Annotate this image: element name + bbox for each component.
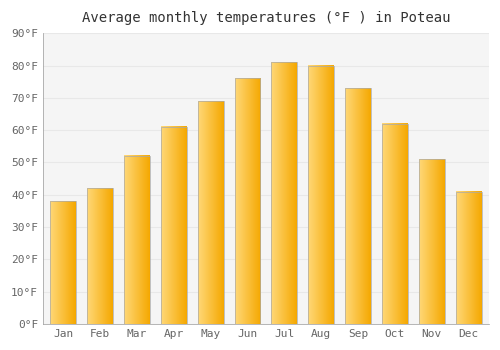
Bar	[382, 124, 408, 324]
Bar	[308, 65, 334, 324]
Bar	[87, 188, 113, 324]
Bar	[50, 201, 76, 324]
Bar	[272, 62, 297, 324]
Title: Average monthly temperatures (°F ) in Poteau: Average monthly temperatures (°F ) in Po…	[82, 11, 450, 25]
Bar	[345, 88, 371, 324]
Bar	[234, 78, 260, 324]
Bar	[161, 127, 186, 324]
Bar	[124, 156, 150, 324]
Bar	[198, 101, 224, 324]
Bar	[456, 191, 481, 324]
Bar	[419, 159, 444, 324]
